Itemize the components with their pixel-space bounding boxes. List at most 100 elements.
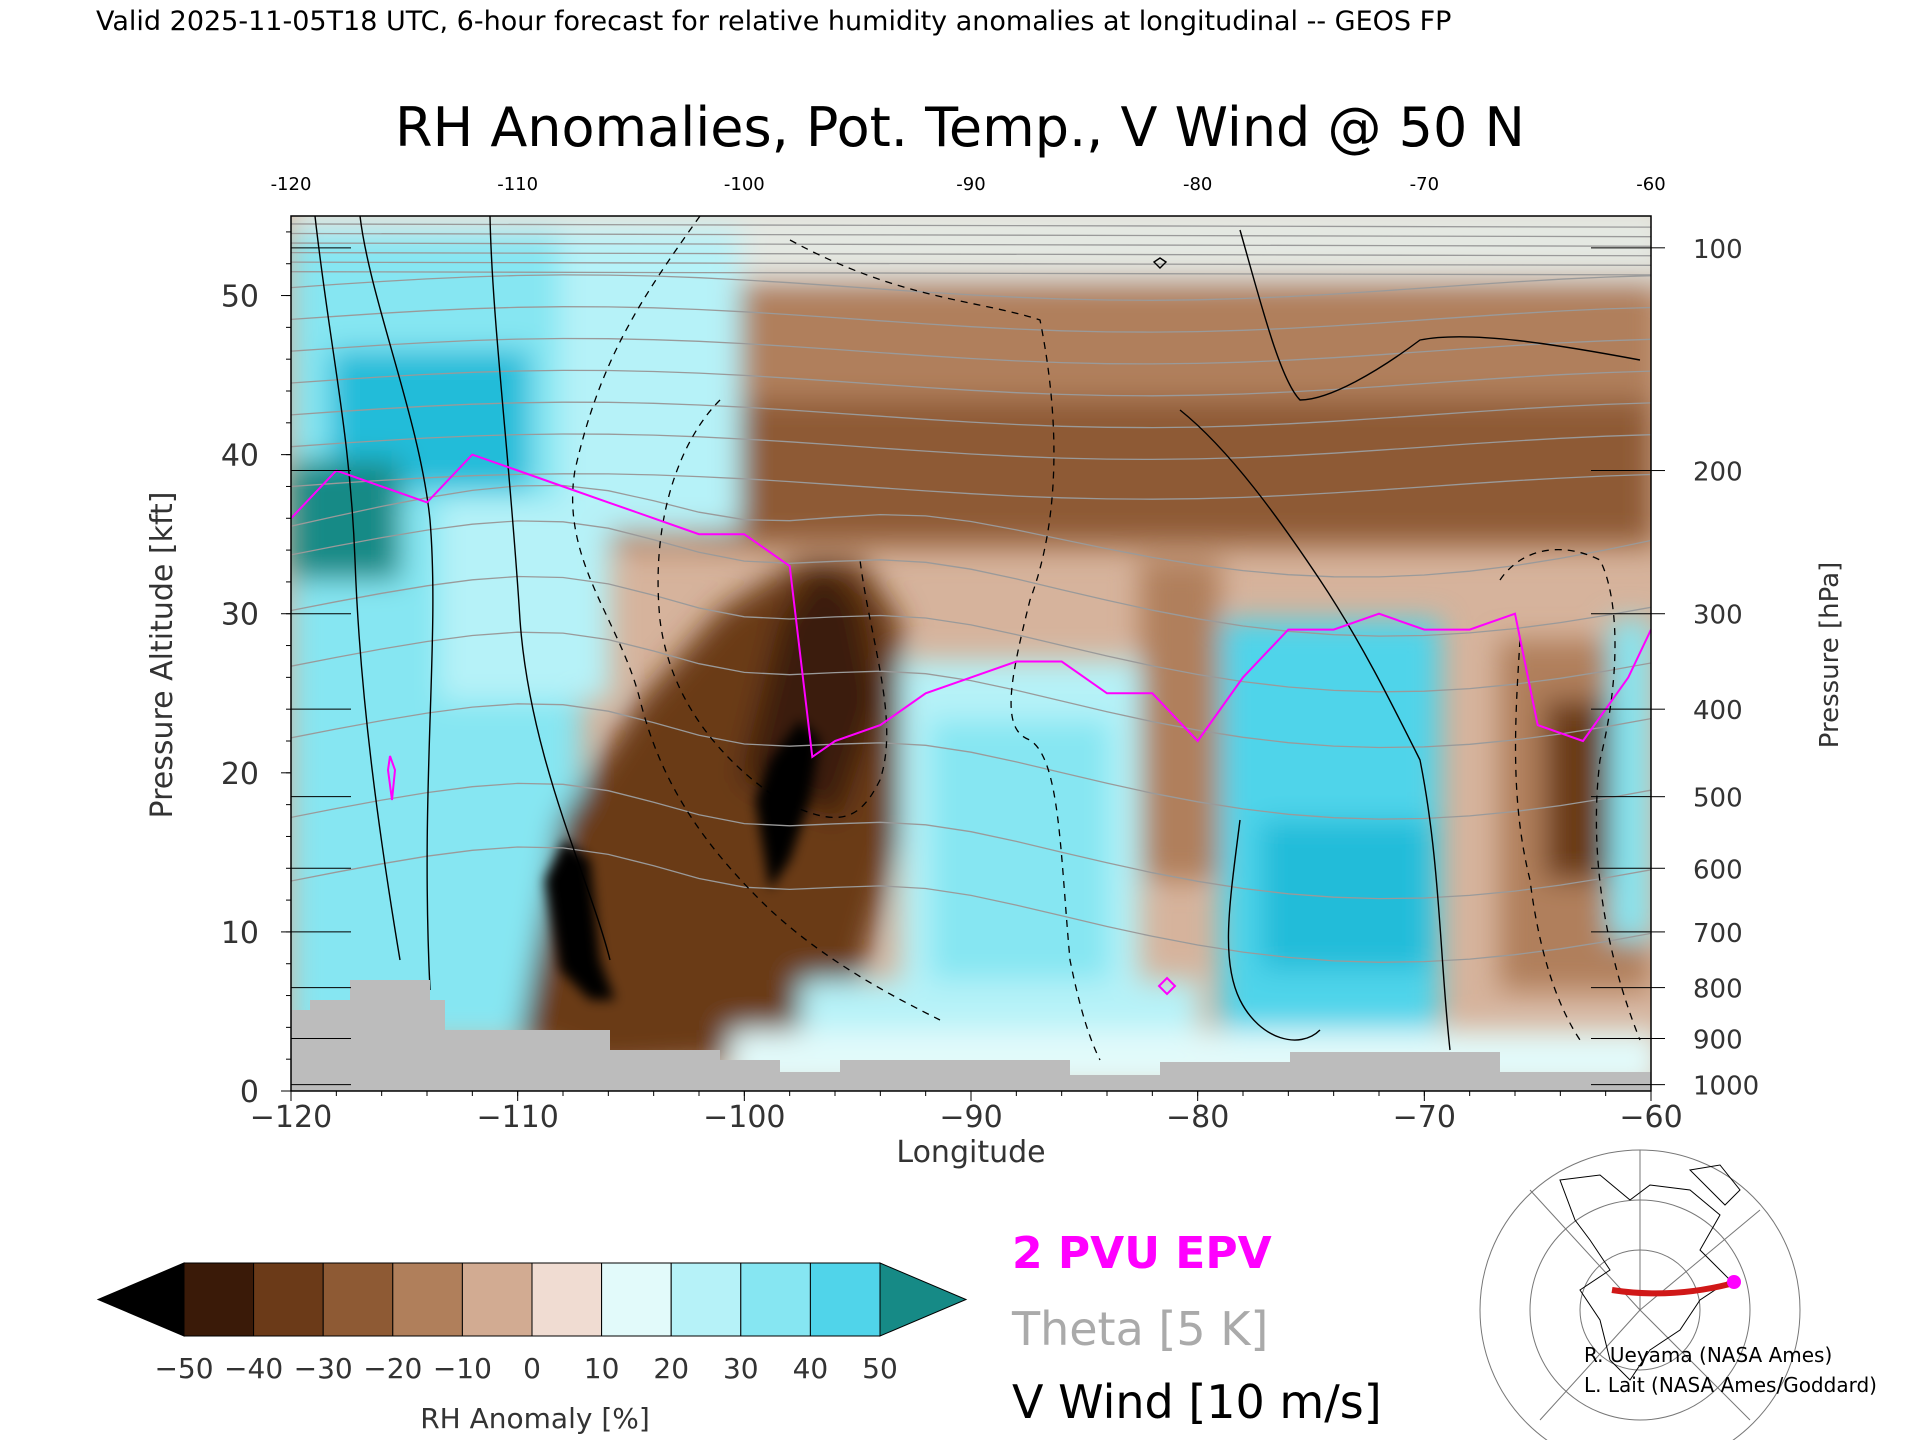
pressure-tick-label: 300 [1693, 601, 1743, 631]
pressure-tick-label: 500 [1693, 784, 1743, 814]
y-tick-label: 0 [240, 1075, 259, 1110]
theta-contour [291, 271, 1651, 276]
colorbar-label: RH Anomaly [%] [420, 1402, 650, 1435]
y-axis-left: 0 10 20 30 40 50 [221, 231, 291, 1110]
theta-contour [291, 223, 1651, 228]
x-top-tick-label: -70 [1410, 174, 1439, 195]
theta-contour [291, 251, 1651, 257]
legend-vwind: V Wind [10 m/s] [1012, 1375, 1382, 1429]
colorbar-swatch [322, 1262, 394, 1337]
credit-line-1: R. Ueyama (NASA Ames) [1584, 1343, 1832, 1367]
colorbar-tick-label: 40 [793, 1352, 829, 1385]
pressure-tick-label: 1000 [1693, 1072, 1759, 1102]
x-axis: −120 −110 −100 −90 −80 −70 −60 [250, 1091, 1683, 1135]
x-top-tick-label: -80 [1183, 174, 1212, 195]
epv-island [386, 755, 397, 801]
theta-contour [291, 703, 1651, 820]
colorbar-swatch [809, 1262, 881, 1337]
colorbar-tick-label: 30 [723, 1352, 759, 1385]
colorbar-max-arrow [879, 1262, 968, 1337]
theta-contours [291, 223, 1651, 963]
theta-contour [291, 261, 1651, 266]
theta-contour [291, 433, 1651, 461]
colorbar-tick-label: −40 [224, 1352, 283, 1385]
colorbar-swatch [392, 1262, 463, 1337]
y-tick-label: 30 [221, 598, 259, 633]
colorbar-tick-label: 0 [523, 1352, 541, 1385]
x-top-tick-label: -90 [956, 174, 985, 195]
theta-contour [291, 306, 1651, 333]
colorbar-tick-label: 50 [862, 1352, 898, 1385]
x-tick-label: −120 [250, 1100, 332, 1135]
pressure-tick-label: 100 [1693, 235, 1743, 265]
x-tick-label: −70 [1393, 1100, 1456, 1135]
credit-line-2: L. Lait (NASA Ames/Goddard) [1584, 1373, 1877, 1397]
inset-map [1479, 1149, 1801, 1440]
colorbar-swatch [740, 1262, 811, 1337]
x-top-tick-label: -60 [1636, 174, 1665, 195]
pressure-tick-label: 400 [1693, 696, 1743, 726]
colorbar-swatch [183, 1262, 255, 1337]
colorbar-tick-label: 10 [584, 1352, 620, 1385]
theta-contour [291, 484, 1651, 578]
colorbar-tick-label: −10 [433, 1352, 492, 1385]
colorbar-swatch [670, 1262, 742, 1337]
colorbar-swatch [601, 1262, 672, 1337]
theta-contour [291, 401, 1651, 429]
pressure-tick-label: 600 [1693, 855, 1743, 885]
colorbar-tick-label: −30 [294, 1352, 353, 1385]
x-axis-label: Longitude [896, 1135, 1045, 1170]
x-tick-label: −60 [1619, 1100, 1682, 1135]
x-tick-label: −100 [703, 1100, 785, 1135]
x-axis-top: -120 -110 -100 -90 -80 -70 -60 [271, 174, 1666, 195]
theta-contour [291, 274, 1651, 301]
legend: 2 PVU EPV Theta [5 K] V Wind [10 m/s] [1011, 1228, 1382, 1429]
colorbar-swatch [253, 1262, 324, 1337]
theta-contour [291, 631, 1651, 749]
colorbar-swatch [531, 1262, 603, 1337]
colorbar-tick-label: 20 [653, 1352, 689, 1385]
pressure-tick-label: 900 [1693, 1026, 1743, 1056]
y-tick-label: 20 [221, 757, 259, 792]
colorbar-min-arrow [96, 1262, 185, 1337]
x-top-tick-label: -120 [271, 174, 312, 195]
inset-marker [1727, 1275, 1741, 1289]
theta-contour [291, 369, 1651, 397]
theta-contour [291, 473, 1651, 500]
colorbar: −50 −40 −30 −20 −10 0 10 20 30 40 50 [96, 1262, 968, 1385]
y-axis-label-left: Pressure Altitude [kft] [145, 492, 180, 819]
vwind-contours [314, 216, 1641, 1051]
theta-contour [291, 782, 1651, 900]
inset-cross-section-line [1611, 1281, 1731, 1297]
pressure-tick-label: 200 [1693, 458, 1743, 488]
y-axis-label-right: Pressure [hPa] [1815, 562, 1845, 749]
legend-theta: Theta [5 K] [1011, 1302, 1268, 1356]
valid-line: Valid 2025-11-05T18 UTC, 6-hour forecast… [96, 6, 1451, 37]
x-top-tick-label: -100 [724, 174, 765, 195]
theta-contour [291, 232, 1651, 238]
rh-anomaly-field [291, 216, 1651, 1091]
y-tick-label: 50 [221, 280, 259, 315]
chart-title: RH Anomalies, Pot. Temp., V Wind @ 50 N [395, 96, 1525, 159]
x-tick-label: −80 [1166, 1100, 1229, 1135]
colorbar-tick-label: −50 [154, 1352, 213, 1385]
y-tick-label: 10 [221, 916, 259, 951]
epv-2pvu-line [291, 453, 1651, 759]
theta-contour [291, 520, 1651, 637]
pressure-tick-label: 700 [1693, 919, 1743, 949]
legend-epv: 2 PVU EPV [1012, 1228, 1272, 1279]
x-tick-label: −90 [939, 1100, 1002, 1135]
theta-contour [291, 337, 1651, 365]
theta-contour [291, 846, 1651, 963]
colorbar-swatch [461, 1262, 533, 1337]
plot-area [290, 215, 1652, 1092]
epv-island [1157, 976, 1177, 996]
pressure-tick-label: 800 [1693, 975, 1743, 1005]
theta-contour [291, 242, 1651, 247]
y-tick-label: 40 [221, 439, 259, 474]
x-tick-label: −110 [476, 1100, 558, 1135]
y-axis-right: 100 200 300 400 500 600 700 800 900 1000 [1651, 235, 1759, 1102]
topography [291, 980, 1651, 1091]
colorbar-tick-label: −20 [363, 1352, 422, 1385]
